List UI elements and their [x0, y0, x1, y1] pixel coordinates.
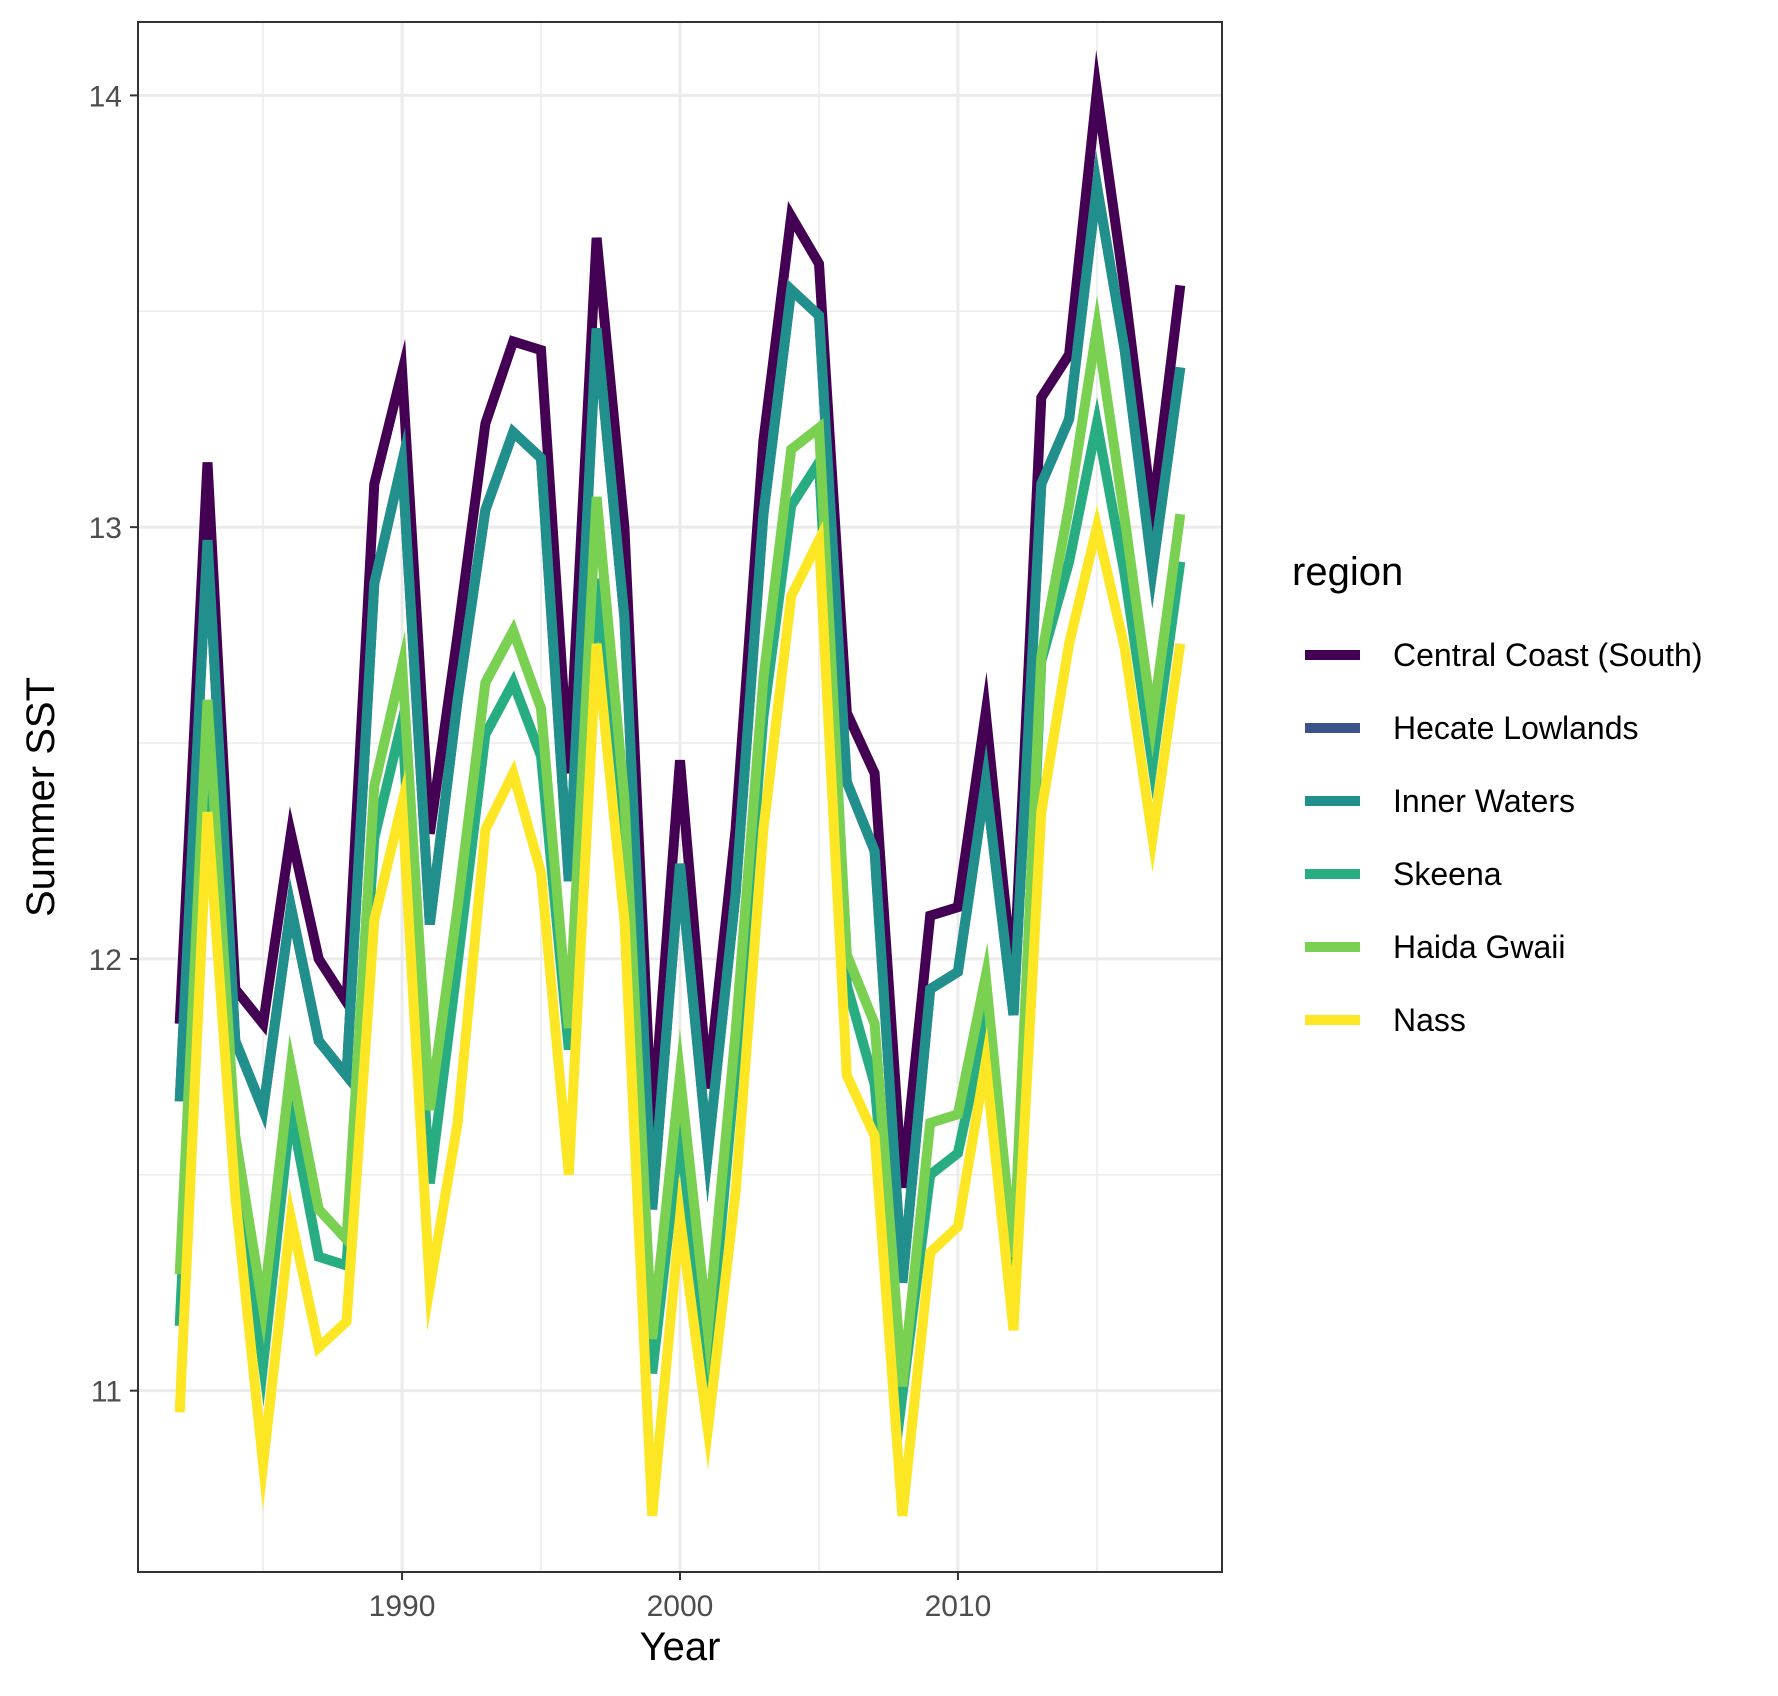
y-tick-label: 13: [89, 512, 122, 545]
legend-label-hecate-lowlands: Hecate Lowlands: [1393, 710, 1638, 746]
x-tick-label: 2010: [925, 1590, 992, 1623]
legend-label-skeena: Skeena: [1393, 856, 1502, 892]
y-axis: 11 12 13 14: [89, 80, 138, 1409]
legend: region Central Coast (South) Hecate Lowla…: [1292, 550, 1702, 1038]
series-line-nass: [174, 505, 1186, 1517]
x-axis: 1990 2000 2010: [369, 1572, 992, 1623]
y-tick-label: 12: [89, 944, 122, 977]
legend-items: Central Coast (South) Hecate Lowlands Inne…: [1305, 637, 1702, 1038]
series-line-inner-waters: [174, 151, 1186, 1284]
legend-label-central-coast-south: Central Coast (South): [1393, 637, 1702, 673]
legend-label-nass: Nass: [1393, 1002, 1466, 1038]
series-lines: [174, 50, 1186, 1517]
legend-label-haida-gwaii: Haida Gwaii: [1393, 929, 1566, 965]
x-tick-label: 2000: [647, 1590, 714, 1623]
y-axis-title: Summer SST: [19, 677, 63, 917]
legend-title: region: [1292, 550, 1403, 594]
x-tick-label: 1990: [369, 1590, 436, 1623]
y-tick-label: 14: [89, 80, 122, 113]
x-axis-title: Year: [640, 1625, 721, 1669]
y-tick-label: 11: [91, 1376, 122, 1409]
legend-label-inner-waters: Inner Waters: [1393, 783, 1575, 819]
